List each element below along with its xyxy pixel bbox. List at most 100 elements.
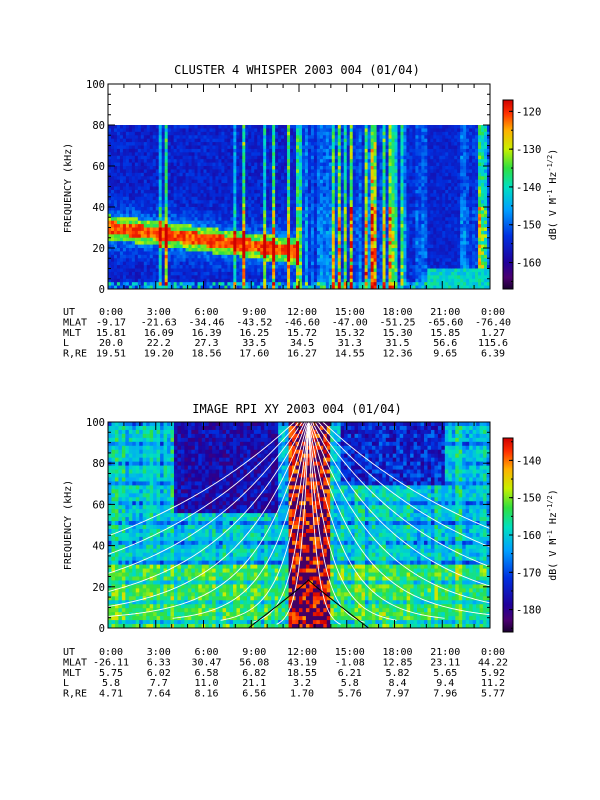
spectrogram-cell (412, 285, 416, 290)
spectrogram-cell (149, 234, 154, 239)
spectrogram-cell (281, 278, 285, 283)
spectrogram-cell (221, 278, 225, 283)
spectrogram-cell (391, 258, 395, 263)
spectrogram-cell (161, 135, 166, 140)
spectrogram-cell (388, 213, 392, 218)
spectrogram-cell (284, 213, 288, 218)
spectrogram-cell (310, 135, 315, 140)
spectrogram-cell (293, 237, 297, 242)
spectrogram-cell (152, 179, 157, 184)
spectrogram-cell (287, 237, 291, 242)
spectrogram-cell (134, 210, 139, 215)
spectrogram-cell (322, 189, 327, 194)
spectrogram-cell (397, 217, 401, 222)
spectrogram-cell (182, 234, 186, 239)
spectrogram-cell (412, 217, 416, 222)
spectrogram-cell (406, 230, 410, 235)
spectrogram-cell (373, 125, 377, 129)
spectrogram-cell (110, 244, 115, 249)
spectrogram-cell (182, 230, 186, 235)
spectrogram-cell (382, 268, 386, 273)
spectrogram-cell (379, 148, 383, 153)
spectrogram-cell (263, 155, 267, 160)
spectrogram-cell (382, 278, 386, 283)
spectrogram-cell (176, 248, 181, 252)
spectrogram-cell (143, 258, 148, 263)
spectrogram-cell (200, 166, 204, 170)
spectrogram-cell (203, 162, 207, 167)
spectrogram-cell (152, 220, 157, 225)
spectrogram-cell (152, 155, 157, 160)
spectrogram-cell (212, 244, 216, 249)
spectrogram-cell (248, 131, 252, 136)
spectrogram-cell (358, 271, 363, 276)
spectrogram-cell (269, 234, 273, 239)
spectrogram-cell (218, 234, 222, 239)
spectrogram-cell (125, 169, 130, 174)
spectrogram-cell (170, 278, 175, 283)
spectrogram-cell (209, 258, 213, 263)
spectrogram-cell (221, 138, 225, 143)
spectrogram-cell (200, 271, 204, 276)
spectrogram-cell (209, 172, 213, 177)
spectrogram-cell (248, 145, 252, 150)
spectrogram-cell (140, 282, 145, 286)
spectrogram-cell (108, 176, 112, 181)
spectrogram-cell (239, 268, 243, 273)
spectrogram-cell (167, 155, 172, 160)
spectrogram-cell (352, 125, 357, 129)
spectrogram-cell (128, 142, 133, 146)
spectrogram-cell (212, 193, 216, 198)
spectrogram-cell (179, 196, 184, 201)
spectrogram-cell (170, 285, 175, 290)
spectrogram-cell (406, 203, 410, 208)
spectrogram-cell (388, 148, 392, 153)
spectrogram-cell (415, 183, 419, 187)
spectrogram-cell (197, 186, 201, 191)
spectrogram-cell (116, 241, 121, 245)
spectrogram-cell (116, 234, 121, 239)
spectrogram-cell (257, 244, 261, 249)
spectrogram-cell (322, 142, 327, 146)
spectrogram-cell (176, 268, 181, 273)
spectrogram-cell (319, 135, 324, 140)
spectrogram-cell (167, 172, 172, 177)
spectrogram-cell (403, 237, 407, 242)
spectrogram-cell (343, 155, 348, 160)
spectrogram-cell (236, 230, 240, 235)
spectrogram-cell (313, 138, 318, 143)
spectrogram-cell (110, 200, 115, 204)
spectrogram-cell (230, 248, 234, 252)
spectrogram-cell (367, 179, 372, 184)
spectrogram-cell (334, 251, 339, 256)
spectrogram-cell (403, 186, 407, 191)
spectrogram-cell (206, 179, 210, 184)
spectrogram-cell (182, 148, 186, 153)
spectrogram-cell (322, 282, 327, 286)
spectrogram-cell (293, 258, 297, 263)
spectrogram-cell (364, 148, 369, 153)
spectrogram-cell (299, 248, 303, 252)
spectrogram-cell (397, 172, 401, 177)
spectrogram-cell (331, 148, 336, 153)
spectrogram-cell (269, 217, 273, 222)
spectrogram-cell (412, 189, 416, 194)
spectrogram-cell (191, 234, 195, 239)
spectrogram-cell (310, 152, 315, 157)
spectrogram-cell (316, 230, 321, 235)
spectrogram-cell (361, 234, 366, 239)
spectrogram-cell (290, 261, 294, 266)
spectrogram-cell (272, 203, 276, 208)
spectrogram-cell (275, 200, 279, 204)
spectrogram-cell (299, 244, 303, 249)
spectrogram-cell (143, 210, 148, 215)
spectrogram-cell (346, 125, 351, 129)
spectrogram-cell (388, 285, 392, 290)
spectrogram-cell (322, 227, 327, 232)
spectrogram-cell (161, 220, 166, 225)
spectrogram-cell (185, 176, 189, 181)
spectrogram-cell (161, 142, 166, 146)
spectrogram-cell (382, 285, 386, 290)
spectrogram-cell (281, 166, 285, 170)
spectrogram-cell (299, 285, 303, 290)
